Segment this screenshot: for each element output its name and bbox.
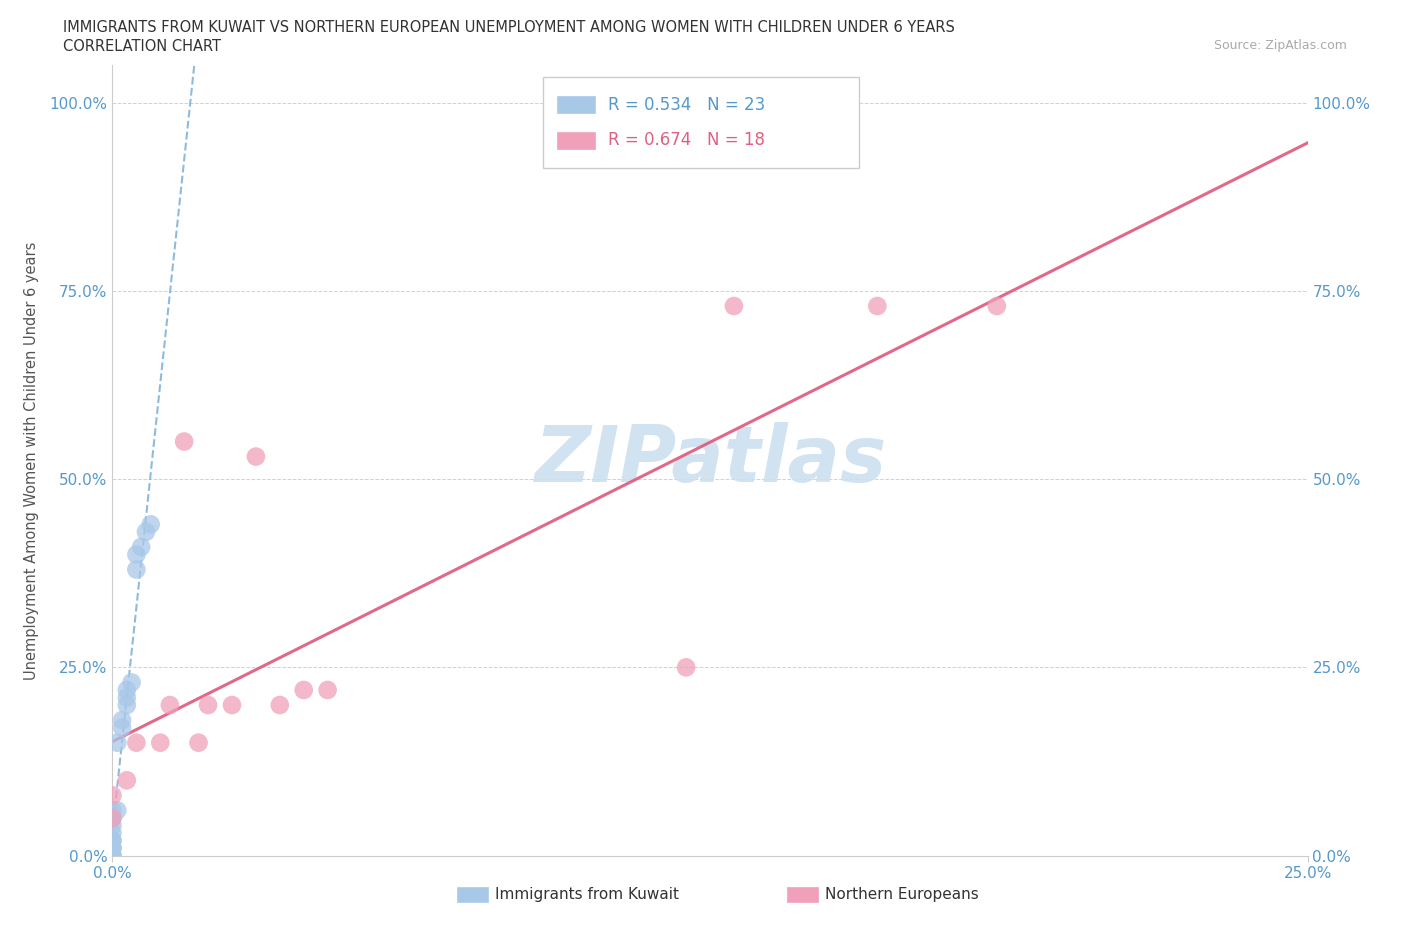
Bar: [787, 887, 818, 902]
Point: [125, 736, 148, 751]
Point: [149, 736, 172, 751]
Point: [101, 841, 124, 856]
Point: [269, 698, 291, 712]
Point: [101, 818, 124, 833]
Point: [221, 698, 243, 712]
Text: Immigrants from Kuwait: Immigrants from Kuwait: [495, 887, 679, 902]
Point: [105, 803, 128, 817]
Point: [111, 712, 134, 727]
Point: [723, 299, 745, 313]
Point: [101, 833, 124, 848]
Point: [101, 811, 124, 826]
Point: [197, 698, 219, 712]
Point: [173, 434, 195, 449]
Text: ZIPatlas: ZIPatlas: [534, 422, 886, 498]
Y-axis label: Unemployment Among Women with Children Under 6 years: Unemployment Among Women with Children U…: [24, 241, 38, 680]
Point: [115, 773, 138, 788]
Point: [125, 562, 148, 577]
Point: [101, 833, 124, 848]
Point: [115, 683, 138, 698]
Point: [101, 811, 124, 826]
Point: [101, 848, 124, 863]
Point: [101, 826, 124, 841]
Point: [101, 803, 124, 817]
Point: [115, 690, 138, 705]
Point: [135, 525, 157, 539]
Point: [101, 848, 124, 863]
Point: [292, 683, 315, 698]
Point: [866, 299, 889, 313]
Point: [986, 299, 1008, 313]
FancyBboxPatch shape: [557, 96, 595, 113]
Point: [129, 539, 152, 554]
Point: [675, 660, 697, 675]
Point: [187, 736, 209, 751]
Point: [105, 736, 128, 751]
Point: [101, 841, 124, 856]
Point: [316, 683, 339, 698]
FancyBboxPatch shape: [557, 131, 595, 149]
Text: R = 0.674   N = 18: R = 0.674 N = 18: [609, 131, 765, 149]
Point: [121, 675, 143, 690]
Text: Northern Europeans: Northern Europeans: [825, 887, 979, 902]
Bar: [457, 887, 488, 902]
Point: [111, 720, 134, 735]
Text: Source: ZipAtlas.com: Source: ZipAtlas.com: [1213, 39, 1347, 52]
Text: CORRELATION CHART: CORRELATION CHART: [63, 39, 221, 54]
Point: [125, 547, 148, 562]
Point: [159, 698, 181, 712]
Text: R = 0.534   N = 23: R = 0.534 N = 23: [609, 96, 766, 113]
Point: [139, 517, 162, 532]
Point: [101, 788, 124, 803]
Text: IMMIGRANTS FROM KUWAIT VS NORTHERN EUROPEAN UNEMPLOYMENT AMONG WOMEN WITH CHILDR: IMMIGRANTS FROM KUWAIT VS NORTHERN EUROP…: [63, 20, 955, 35]
Point: [115, 698, 138, 712]
FancyBboxPatch shape: [543, 77, 859, 167]
Point: [245, 449, 267, 464]
